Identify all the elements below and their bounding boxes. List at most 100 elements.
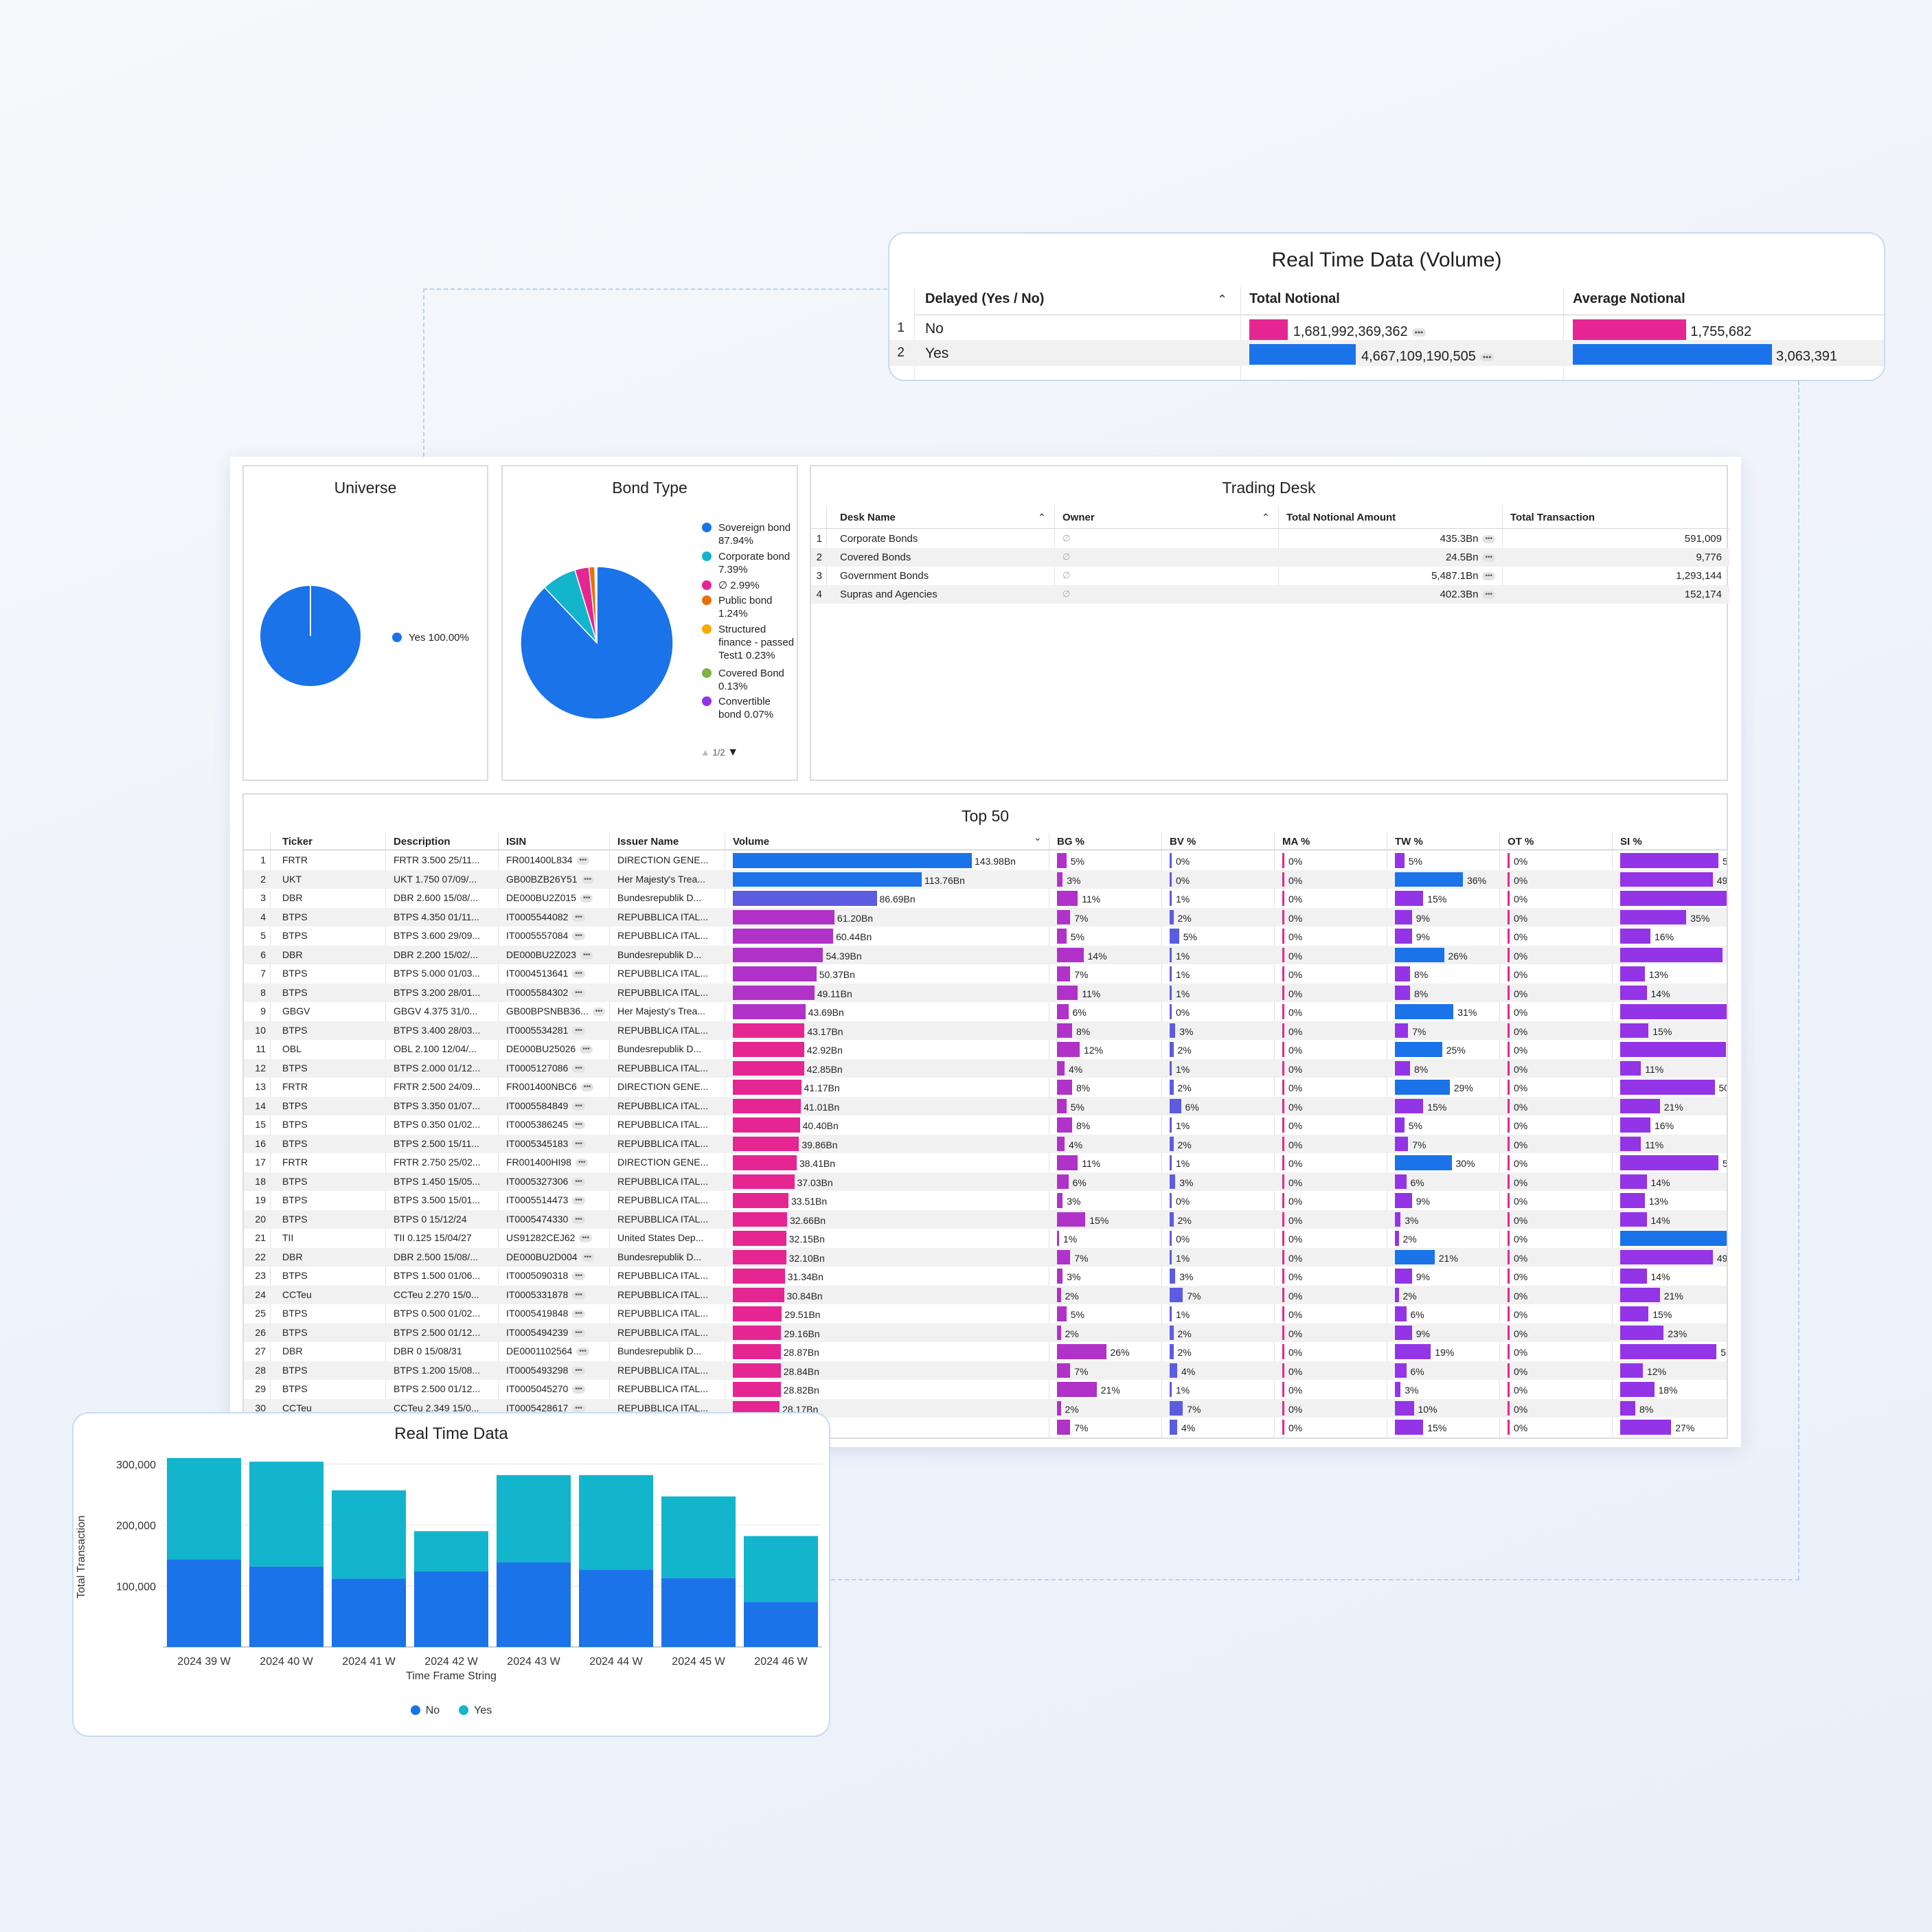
col-tw-pct-header[interactable]: TW % xyxy=(1395,836,1423,848)
col-delayed-header[interactable]: Delayed (Yes / No) xyxy=(925,291,1045,306)
chevron-up-icon[interactable]: ⌃ xyxy=(1038,512,1046,523)
bar-segment-yes[interactable] xyxy=(744,1536,818,1602)
sort-desc-icon[interactable]: ⌄ xyxy=(1034,832,1042,843)
more-icon[interactable]: ••• xyxy=(580,894,593,903)
legend-pager[interactable]: ▲ 1/2 ▼ xyxy=(701,747,739,758)
bar-segment-no[interactable] xyxy=(332,1578,406,1647)
bar-segment-yes[interactable] xyxy=(332,1490,406,1579)
bond-type-legend-item[interactable]: Corporate bond 7.39% xyxy=(702,550,795,576)
bar-segment-no[interactable] xyxy=(167,1559,241,1647)
more-icon[interactable]: ••• xyxy=(572,1404,585,1413)
more-icon[interactable]: ••• xyxy=(572,970,585,979)
col-total-notional-amount-header[interactable]: Total Notional Amount xyxy=(1286,512,1396,523)
col-total-transaction-header[interactable]: Total Transaction xyxy=(1510,512,1595,523)
bar-segment-yes[interactable] xyxy=(414,1531,488,1571)
bar-segment-no[interactable] xyxy=(249,1566,323,1647)
col-average-notional-header[interactable]: Average Notional xyxy=(1573,291,1685,306)
chevron-up-icon[interactable]: ⌃ xyxy=(1262,512,1270,523)
more-icon[interactable]: ••• xyxy=(572,1026,585,1035)
col-isin-header[interactable]: ISIN xyxy=(506,836,527,848)
more-icon[interactable]: ••• xyxy=(575,1159,589,1168)
bond-type-legend-item[interactable]: Public bond 1.24% xyxy=(702,594,795,620)
more-icon[interactable]: ••• xyxy=(572,1064,585,1073)
more-icon[interactable]: ••• xyxy=(572,1196,585,1205)
more-icon[interactable]: ••• xyxy=(572,1385,585,1394)
col-si-pct-header[interactable]: SI % xyxy=(1620,836,1642,848)
more-icon[interactable]: ••• xyxy=(572,1291,585,1299)
col-description-header[interactable]: Description xyxy=(394,836,451,848)
bar-segment-no[interactable] xyxy=(579,1569,653,1647)
bond-type-legend-item[interactable]: Convertible bond 0.07% xyxy=(702,695,795,721)
more-icon[interactable]: ••• xyxy=(1482,591,1495,600)
more-icon[interactable]: ••• xyxy=(572,1366,585,1375)
triangle-down-icon[interactable]: ▼ xyxy=(727,747,739,758)
pct-bar xyxy=(1620,1060,1641,1076)
col-issuer-name-header[interactable]: Issuer Name xyxy=(617,836,679,848)
more-icon[interactable]: ••• xyxy=(572,1272,585,1281)
more-icon[interactable]: ••• xyxy=(1482,535,1495,544)
more-icon[interactable]: ••• xyxy=(580,951,593,959)
col-bg-pct-header[interactable]: BG % xyxy=(1057,836,1085,848)
more-icon[interactable]: ••• xyxy=(572,1328,585,1337)
pct-bar xyxy=(1620,1004,1727,1019)
more-icon[interactable]: ••• xyxy=(580,1045,593,1054)
universe-legend-item[interactable]: Yes 100.00% xyxy=(392,631,488,644)
more-icon[interactable]: ••• xyxy=(1482,554,1495,562)
bar-segment-yes[interactable] xyxy=(167,1457,241,1560)
triangle-up-icon[interactable]: ▲ xyxy=(701,747,710,758)
more-icon[interactable]: ••• xyxy=(576,1348,589,1356)
col-desk-name-header[interactable]: Desk Name xyxy=(840,512,896,523)
bond-type-legend-item[interactable]: Covered Bond 0.13% xyxy=(702,667,795,693)
more-icon[interactable]: ••• xyxy=(579,1234,592,1243)
more-icon[interactable]: ••• xyxy=(1482,572,1495,581)
more-icon[interactable]: ••• xyxy=(572,913,585,922)
more-icon[interactable]: ••• xyxy=(580,1083,594,1092)
more-icon[interactable]: ••• xyxy=(581,1253,595,1262)
bond-type-legend-item[interactable]: Sovereign bond 87.94% xyxy=(702,521,795,547)
more-icon[interactable]: ••• xyxy=(1411,328,1427,337)
more-icon[interactable]: ••• xyxy=(1479,352,1495,361)
bar-segment-yes[interactable] xyxy=(661,1496,736,1578)
bar-segment-no[interactable] xyxy=(744,1602,818,1647)
more-icon[interactable]: ••• xyxy=(581,875,595,884)
description-cell: BTPS 4.350 01/11... xyxy=(394,911,480,922)
row-number: 12 xyxy=(255,1062,266,1073)
more-icon[interactable]: ••• xyxy=(572,1121,585,1130)
bar-segment-no[interactable] xyxy=(414,1571,488,1647)
legend-item-yes[interactable]: Yes xyxy=(459,1705,492,1717)
ticker-cell: BTPS xyxy=(282,1100,308,1111)
more-icon[interactable]: ••• xyxy=(572,932,585,941)
col-owner-header[interactable]: Owner xyxy=(1062,512,1095,523)
bar-segment-yes[interactable] xyxy=(497,1475,571,1562)
desk-name: Supras and Agencies xyxy=(840,589,937,600)
col-total-notional-header[interactable]: Total Notional xyxy=(1249,291,1340,306)
more-icon[interactable]: ••• xyxy=(572,988,585,997)
more-icon[interactable]: ••• xyxy=(572,1310,585,1319)
col-volume-header[interactable]: Volume xyxy=(733,836,770,848)
bond-type-legend-item[interactable]: Structured finance - passed Test1 0.23% xyxy=(702,623,795,662)
legend-dot-icon xyxy=(410,1705,420,1715)
col-ticker-header[interactable]: Ticker xyxy=(282,836,312,848)
more-icon[interactable]: ••• xyxy=(572,1102,585,1111)
isin-cell: IT0005331878 ••• xyxy=(506,1289,609,1300)
col-ot-pct-header[interactable]: OT % xyxy=(1508,836,1534,848)
row-number: 3 xyxy=(816,570,822,582)
more-icon[interactable]: ••• xyxy=(572,1139,585,1148)
more-icon[interactable]: ••• xyxy=(572,1177,585,1186)
bar-segment-no[interactable] xyxy=(661,1578,736,1647)
issuer-name-cell: REPUBBLICA ITAL... xyxy=(617,1364,709,1376)
bond-type-legend-item[interactable]: ∅ 2.99% xyxy=(702,579,795,592)
legend-item-no[interactable]: No xyxy=(410,1705,440,1717)
bar-segment-no[interactable] xyxy=(497,1562,571,1647)
col-bv-pct-header[interactable]: BV % xyxy=(1170,836,1196,848)
row-number: 19 xyxy=(255,1194,266,1205)
col-ma-pct-header[interactable]: MA % xyxy=(1282,836,1310,848)
more-icon[interactable]: ••• xyxy=(576,856,590,865)
chevron-up-icon[interactable]: ⌃ xyxy=(1217,293,1228,306)
pct-value: 35% xyxy=(1690,912,1710,924)
bar-segment-yes[interactable] xyxy=(249,1462,323,1567)
bar-segment-yes[interactable] xyxy=(579,1475,653,1570)
more-icon[interactable]: ••• xyxy=(572,1215,585,1224)
more-icon[interactable]: ••• xyxy=(592,1008,606,1016)
ticker-cell: BTPS xyxy=(282,911,308,922)
